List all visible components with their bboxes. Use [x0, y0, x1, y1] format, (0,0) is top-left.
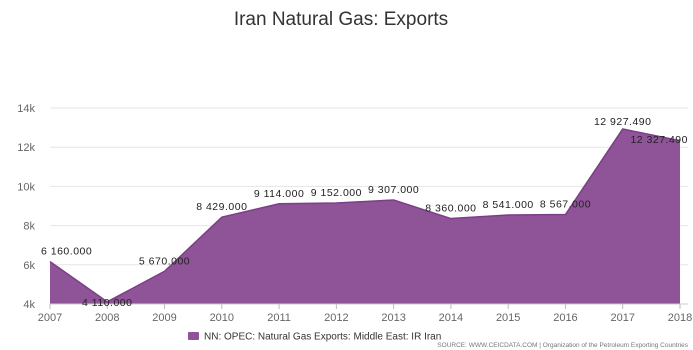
x-tick-label: 2015 — [496, 312, 520, 324]
x-tick-label: 2008 — [95, 312, 119, 324]
x-tick-label: 2011 — [267, 312, 291, 324]
data-label: 8 567.000 — [540, 198, 591, 210]
area-series — [49, 128, 681, 304]
x-tick-label: 2007 — [38, 312, 62, 324]
y-axis: 4k 6k 8k 10k 12k 14k — [17, 103, 35, 311]
data-label: 8 541.000 — [483, 199, 534, 211]
data-label: 9 152.000 — [311, 187, 362, 199]
data-label: 4 110.000 — [82, 297, 132, 309]
area-line — [49, 128, 681, 303]
x-tick-label: 2018 — [668, 312, 692, 324]
area-fill — [50, 129, 680, 304]
x-tick-label: 2012 — [324, 312, 348, 324]
y-tick-label: 14k — [17, 103, 35, 115]
data-label: 8 360.000 — [425, 203, 476, 215]
data-label: 12 327.490 — [630, 134, 688, 146]
y-tick-label: 10k — [17, 181, 35, 193]
y-tick-label: 12k — [17, 142, 35, 154]
x-tick-label: 2010 — [210, 312, 234, 324]
data-labels: 6 160.000 4 110.000 5 670.000 8 429.000 9 11… — [41, 116, 688, 309]
x-tick-label: 2009 — [152, 312, 176, 324]
x-axis: 2007 2008 2009 2010 2011 2012 2013 2014 2015 2016… — [38, 303, 692, 324]
data-label: 6 160.000 — [41, 246, 92, 258]
legend-swatch — [188, 332, 199, 340]
legend-label: NN: OPEC: Natural Gas Exports: Middle Ea… — [204, 332, 441, 343]
data-label: 5 670.000 — [139, 255, 190, 267]
x-tick-label: 2016 — [553, 312, 577, 324]
y-tick-label: 4k — [23, 299, 35, 311]
x-tick-label: 2017 — [610, 312, 634, 324]
data-label: 9 307.000 — [368, 184, 419, 196]
chart-title: Iran Natural Gas: Exports — [234, 9, 448, 30]
source-note: SOURCE: WWW.CEICDATA.COM | Organization … — [437, 342, 688, 349]
y-tick-label: 6k — [23, 260, 35, 272]
x-tick-label: 2014 — [439, 312, 463, 324]
data-label: 12 927.490 — [594, 116, 652, 128]
x-tick-label: 2013 — [381, 312, 405, 324]
data-label: 9 114.000 — [254, 188, 304, 200]
data-label: 8 429.000 — [196, 201, 247, 213]
y-tick-label: 8k — [23, 221, 35, 233]
legend[interactable]: NN: OPEC: Natural Gas Exports: Middle Ea… — [188, 332, 441, 343]
